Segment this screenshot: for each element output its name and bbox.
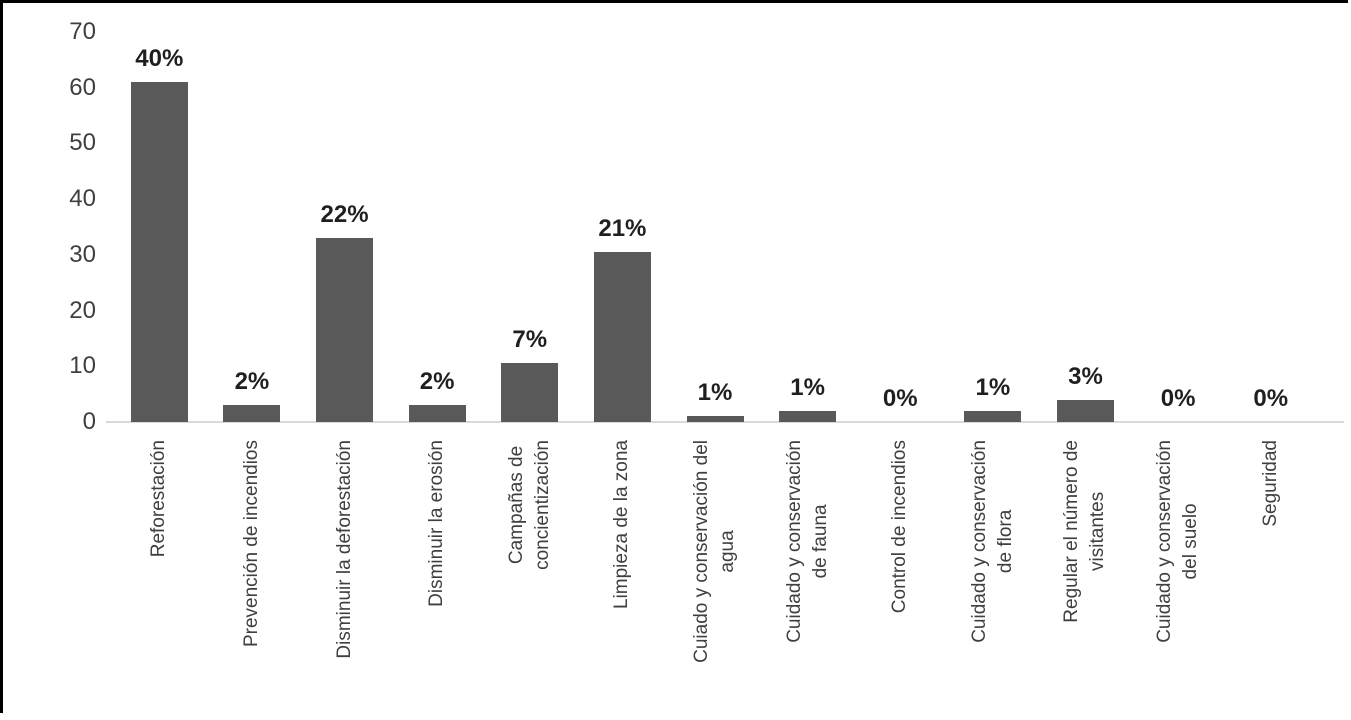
y-axis-tick-label: 30 <box>69 240 96 268</box>
x-axis-category-label: Regular el número de visitantes <box>1061 440 1109 623</box>
bar-value-label: 1% <box>975 374 1011 401</box>
x-axis-category-label: Seguridad <box>1259 440 1281 527</box>
bar-value-label: 7% <box>512 326 548 353</box>
bar-value-label: 1% <box>697 379 733 406</box>
bar <box>779 411 837 422</box>
x-axis-category-label: Control de incendios <box>889 440 911 614</box>
y-axis-tick-label: 70 <box>69 18 96 45</box>
y-axis-tick-label: 60 <box>69 73 96 101</box>
bar-value-label: 22% <box>320 201 369 228</box>
bar <box>686 416 744 422</box>
bar-value-label: 1% <box>790 374 825 401</box>
x-axis-line <box>106 421 1344 423</box>
y-axis-tick-label: 10 <box>69 352 96 380</box>
bar <box>130 82 188 422</box>
x-axis-category-label: Prevención de incendios <box>240 440 262 648</box>
bar-value-label: 3% <box>1068 363 1103 390</box>
y-axis-tick-label: 0 <box>82 408 96 435</box>
bar <box>1056 400 1114 422</box>
x-axis-category-label: Disminuir la deforestación <box>333 440 355 659</box>
x-axis-category-label: Campañas de concientización <box>505 440 553 570</box>
bar <box>223 405 281 422</box>
bar-value-label: 2% <box>234 368 270 395</box>
x-axis-category-label: Disminuir la erosión <box>426 440 448 607</box>
figure-border-top <box>0 0 1348 3</box>
x-axis-category-label: Cuidado y conservación de flora <box>968 440 1016 643</box>
bar-value-label: 21% <box>598 215 647 242</box>
y-axis-tick-label: 50 <box>69 129 96 157</box>
bar-value-label: 0% <box>882 385 918 412</box>
x-axis-category-label: Limpieza de la zona <box>611 440 633 609</box>
bar-value-label: 2% <box>419 368 455 395</box>
bar-value-label: 0% <box>1253 385 1289 412</box>
x-axis-category-label: Cuiado y conservación del agua <box>691 440 738 663</box>
x-axis-category-label: Reforestación <box>148 440 170 558</box>
bar <box>316 238 374 422</box>
bar-value-label: 0% <box>1160 385 1196 412</box>
figure-border-left <box>0 0 3 713</box>
bar <box>593 252 651 422</box>
bar-value-label: 40% <box>135 45 184 72</box>
bar <box>964 411 1022 422</box>
x-axis-category-label: Cuidado y conservación de fauna <box>783 440 831 643</box>
y-axis-tick-label: 40 <box>69 185 96 213</box>
bar <box>501 363 559 422</box>
x-axis-category-label: Cuidado y conservación del suelo <box>1154 440 1202 643</box>
y-axis-tick-label: 20 <box>69 296 96 324</box>
bar <box>408 405 466 422</box>
